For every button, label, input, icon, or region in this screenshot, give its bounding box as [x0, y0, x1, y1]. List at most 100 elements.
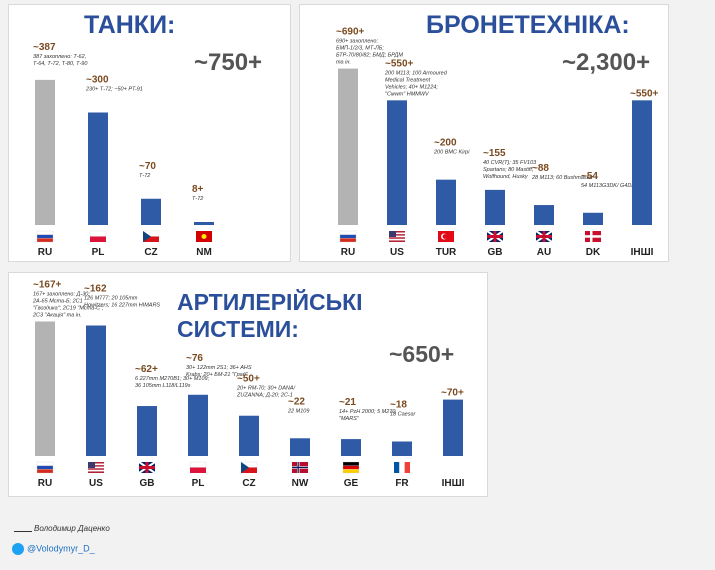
note-ru: 167+ захоплено: Д-30;: [33, 291, 90, 297]
tanks-panel: ТАНКИ: ~750+ ~387 387 захоплено: Т-62, Т-6…: [8, 4, 291, 262]
bar-us: [387, 100, 407, 225]
note-gb: 40 CVR(T); 35 FV103: [483, 160, 537, 166]
category-label-us: US: [390, 247, 404, 258]
flag-pl-icon: [89, 230, 107, 242]
value-label-us: ~550+: [385, 58, 414, 69]
note-ru: БТР-70/80/82; БМД; БРДМ: [336, 53, 403, 59]
note-gb: Wolfhound, Husky: [483, 174, 529, 180]
bar-cz: [239, 415, 259, 456]
bar-fr: [392, 441, 412, 456]
note-us: 126 M777; 20 105mm: [84, 296, 138, 302]
category-label-gb: GB: [140, 478, 155, 489]
note-us: Medical Treatment: [385, 77, 431, 83]
note-ru: 387 захоплено: Т-62,: [33, 54, 86, 60]
value-label-інші: ~550+: [630, 88, 659, 99]
author-signature-icon: [14, 520, 32, 532]
category-label-pl: PL: [192, 478, 205, 489]
bar-dk: [583, 212, 603, 225]
category-label-cz: CZ: [242, 478, 255, 489]
flag-nw-icon: [292, 462, 308, 473]
bar-au: [534, 205, 554, 225]
flag-pl-icon: [189, 461, 207, 473]
note-nw: 22 M109: [287, 408, 309, 414]
category-label-nw: NW: [292, 478, 309, 489]
value-label-dk: ~54: [581, 171, 598, 182]
category-label-dk: DK: [586, 247, 601, 258]
flag-ge-icon: [342, 461, 360, 474]
bar-ru: [35, 79, 55, 225]
bar-nw: [290, 438, 310, 456]
note-us: "Cмwт" HMMWV: [385, 91, 430, 97]
artillery-title: АРТИЛЕРІЙСЬКІ СИСТЕМИ:: [177, 289, 363, 342]
flag-nm-icon: [196, 231, 212, 242]
value-label-gb: ~62+: [135, 364, 158, 375]
note-dk: 54 M113G3DK/ G4DKs: [581, 183, 638, 189]
twitter-handle-row[interactable]: @Volodymyr_D_: [12, 543, 95, 555]
note-us: 200 M113; 100 Armoured: [384, 70, 448, 76]
category-label-ge: GE: [344, 478, 359, 489]
flag-ru-icon: [36, 461, 54, 474]
note-nm: Т-72: [192, 196, 203, 202]
bar-ge: [341, 439, 361, 456]
bar-pl: [88, 112, 108, 225]
flag-cz-icon: [142, 230, 160, 242]
category-label-us: US: [89, 478, 103, 489]
note-gb: 6 227mm M270B1; 30+ M109;: [135, 376, 210, 382]
category-label-інші: ІНШІ: [631, 247, 654, 258]
value-label-gb: ~155: [483, 148, 506, 159]
bar-інші: [632, 100, 652, 225]
value-label-pl: ~76: [186, 353, 203, 364]
category-label-tur: TUR: [436, 247, 457, 258]
twitter-handle[interactable]: @Volodymyr_D_: [27, 543, 95, 554]
bar-інші: [443, 399, 463, 456]
armor-panel: БРОНЕТЕХНІКА: ~2,300+ ~690+ 690+ захоплен…: [299, 4, 669, 262]
note-tur: 200 BMC Kirpi: [433, 150, 470, 156]
value-label-au: ~88: [532, 163, 549, 174]
note-gb: Spartans; 80 Mastiff,: [483, 167, 533, 173]
tanks-total: ~750+: [194, 49, 263, 76]
value-label-nm: 8+: [192, 184, 204, 195]
author-name: Володимир Даценко: [34, 524, 110, 533]
note-ru: Т-64, Т-72, Т-80, Т-90: [33, 61, 88, 67]
artillery-panel: АРТИЛЕРІЙСЬКІ СИСТЕМИ: ~650+ ~167+ 167+ з…: [8, 272, 488, 497]
value-label-cz: ~70: [139, 161, 156, 172]
bar-ru: [35, 321, 55, 456]
value-label-ru: ~167+: [33, 279, 62, 290]
flag-ru-icon: [339, 230, 357, 243]
flag-fr-icon: [394, 462, 410, 473]
bar-pl: [188, 394, 208, 456]
note-au: 28 M113; 60 Bushmaster: [531, 175, 594, 181]
note-ru: 2А-65 Мста-Б; 2С1: [32, 298, 83, 304]
armor-total: ~2,300+: [562, 49, 651, 76]
artillery-total: ~650+: [389, 341, 455, 367]
flag-ru-icon: [36, 230, 54, 243]
bar-tur: [436, 179, 456, 225]
note-pl: Krabs; 20+ БМ-21 "Град": [186, 372, 249, 378]
value-label-ru: ~387: [33, 42, 56, 53]
value-label-us: ~162: [84, 284, 107, 295]
note-pl: 230+ Т-72; ~50+ PT-91: [85, 87, 143, 93]
value-label-pl: ~300: [86, 75, 109, 86]
value-label-ge: ~21: [339, 397, 356, 408]
flag-gb-icon: [486, 230, 504, 243]
category-label-ru: RU: [38, 247, 52, 258]
note-fr: 18 Caesar: [390, 412, 417, 418]
flag-us-icon: [88, 462, 104, 473]
note-cz: Т-72: [139, 173, 150, 179]
note-gb: 36 105mm L118/L119s: [135, 383, 191, 389]
value-label-ru: ~690+: [336, 27, 365, 38]
value-label-інші: ~70+: [441, 388, 464, 399]
category-label-pl: PL: [92, 247, 105, 258]
category-label-gb: GB: [488, 247, 503, 258]
twitter-icon: [12, 543, 24, 555]
bar-nm: [194, 222, 214, 225]
armor-chart: ~690+690+ захоплено:БМП-1/2/3, МТ-ЛБ;БТР…: [336, 27, 659, 258]
flag-us-icon: [389, 231, 405, 242]
note-us: Howitzers; 16 227mm HIMARS: [84, 303, 160, 309]
flag-cz-icon: [240, 461, 258, 473]
value-label-nw: ~22: [288, 396, 305, 407]
artillery-chart: ~167+167+ захоплено: Д-30;2А-65 Мста-Б; …: [32, 279, 465, 489]
category-label-інші: ІНШІ: [442, 478, 465, 489]
note-ru: 690+ захоплено:: [336, 39, 378, 45]
